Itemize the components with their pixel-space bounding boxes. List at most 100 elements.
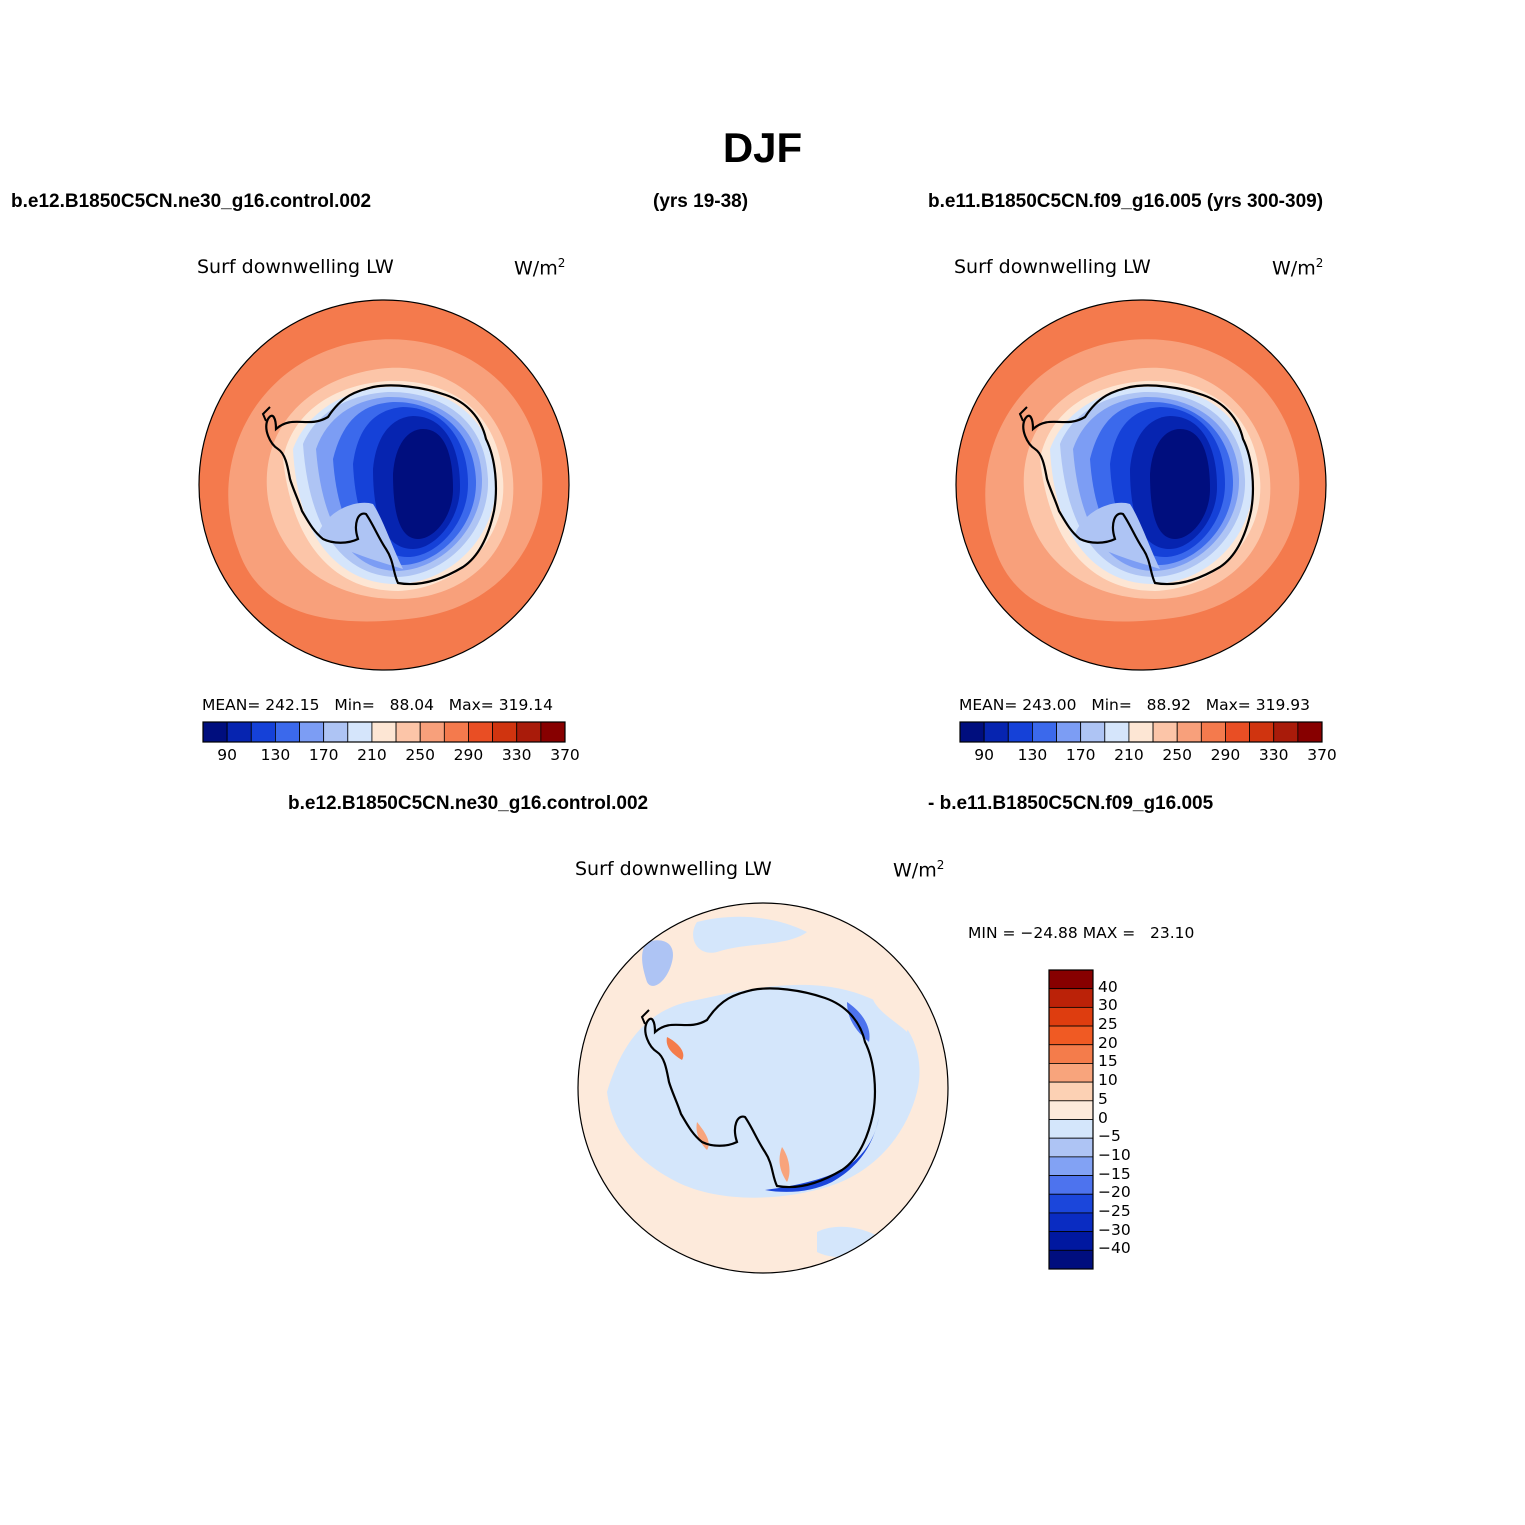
colorbar-panel1-swatch: [516, 721, 542, 743]
case-label-right: b.e11.B1850C5CN.f09_g16.005 (yrs 300-309…: [928, 191, 1324, 212]
colorbar-difference-tick-label: 40: [1098, 977, 1118, 996]
colorbar-difference-swatch: [1048, 1193, 1094, 1214]
colorbar-panel2-swatch: [1200, 721, 1226, 743]
stats-panel2: MEAN= 243.00 Min= 88.92 Max= 319.93: [959, 696, 1310, 714]
colorbar-difference-tick-label: 15: [1098, 1052, 1118, 1071]
colorbar-panel2-swatch: [1152, 721, 1178, 743]
colorbar-panel1-swatch: [371, 721, 397, 743]
colorbar-panel2-tick-label: 210: [1114, 746, 1144, 764]
colorbar-panel1-swatch: [492, 721, 518, 743]
colorbar-difference-swatch: [1048, 1063, 1094, 1083]
colorbar-panel2-tick-label: 370: [1307, 746, 1337, 764]
years-label-left: (yrs 19-38): [653, 191, 749, 212]
colorbar-panel1-swatch: [275, 721, 300, 743]
colorbar-panel1: [202, 721, 566, 743]
colorbar-panel2-tick-label: 90: [974, 746, 994, 764]
colorbar-panel2-swatch: [1007, 721, 1033, 743]
colorbar-difference-tick-label: 5: [1098, 1089, 1108, 1108]
colorbar-difference-swatch: [1048, 1100, 1094, 1120]
colorbar-panel1-tick-label: 250: [405, 746, 435, 764]
colorbar-panel2-swatch: [1249, 721, 1275, 743]
variable-label-panel1: Surf downwelling LW: [197, 256, 394, 278]
colorbar-panel1-swatch: [443, 721, 469, 743]
case-label-left: b.e12.B1850C5CN.ne30_g16.control.002: [11, 191, 372, 212]
colorbar-difference-swatch: [1048, 1231, 1094, 1251]
colorbar-panel2-swatch: [959, 721, 985, 743]
colorbar-panel1-swatch: [226, 721, 252, 743]
units-label-panel2: W/m2: [1272, 256, 1324, 280]
map-difference: [577, 902, 949, 1274]
colorbar-panel2-tick-label: 250: [1162, 746, 1192, 764]
colorbar-panel2-swatch: [1056, 721, 1082, 743]
colorbar-panel1-swatch: [540, 721, 566, 743]
colorbar-ticks-panel1: 90 130 170 210 250 290 330 370: [203, 746, 580, 768]
colorbar-difference-tick-label: 25: [1098, 1015, 1118, 1034]
colorbar-difference-tick-label: −15: [1098, 1164, 1131, 1183]
colorbar-difference-swatch: [1048, 1137, 1094, 1158]
variable-label-diff: Surf downwelling LW: [575, 858, 772, 880]
colorbar-panel1-swatch: [395, 721, 421, 743]
colorbar-panel1-tick-label: 330: [501, 746, 532, 764]
colorbar-difference-tick-label: −5: [1098, 1127, 1121, 1146]
diff-case-label-a: b.e12.B1850C5CN.ne30_g16.control.002: [288, 793, 649, 814]
units-label-diff: W/m2: [893, 858, 945, 882]
colorbar-difference-tick-label: 10: [1098, 1071, 1118, 1090]
colorbar-panel1-tick-label: 370: [550, 746, 580, 764]
colorbar-panel1-tick-label: 170: [308, 746, 339, 764]
colorbar-panel1-tick-label: 130: [260, 746, 291, 764]
colorbar-panel2-tick-label: 290: [1210, 746, 1241, 764]
colorbar-panel1-swatch: [250, 721, 276, 743]
colorbar-difference-tick-label: −25: [1098, 1201, 1131, 1220]
colorbar-difference-swatch: [1048, 1025, 1094, 1046]
colorbar-difference-tick-label: 0: [1098, 1108, 1108, 1127]
colorbar-panel1-swatch: [468, 721, 494, 743]
stats-panel1: MEAN= 242.15 Min= 88.04 Max= 319.14: [202, 696, 553, 714]
colorbar-panel2-swatch: [1128, 721, 1154, 743]
colorbar-difference-swatch: [1048, 1044, 1094, 1064]
colorbar-panel1-swatch: [347, 721, 373, 743]
colorbar-difference-swatch: [1048, 1006, 1094, 1027]
units-label-panel1: W/m2: [514, 256, 566, 280]
colorbar-difference-tick-label: −10: [1098, 1145, 1131, 1164]
colorbar-panel1-swatch: [419, 721, 445, 743]
stats-difference: MIN = −24.88 MAX = 23.10: [968, 924, 1195, 942]
colorbar-panel1-tick-label: 290: [453, 746, 484, 764]
colorbar-difference-tick-label: −30: [1098, 1220, 1131, 1239]
colorbar-panel1-swatch: [299, 721, 325, 743]
colorbar-panel2-swatch: [1297, 721, 1323, 743]
colorbar-difference-swatch: [1048, 969, 1094, 990]
map-panel1: [198, 299, 570, 671]
colorbar-ticks-difference: 40 30 25 20 15 10 5 0 −5 −10 −15 −20 −25 −30 −40: [1098, 970, 1158, 1269]
diff-case-label-b: - b.e11.B1850C5CN.f09_g16.005: [928, 793, 1214, 814]
colorbar-difference-swatch: [1048, 1081, 1094, 1102]
colorbar-panel2-tick-label: 330: [1258, 746, 1289, 764]
colorbar-difference: [1048, 969, 1094, 1270]
page-title: DJF: [722, 124, 803, 171]
colorbar-difference-swatch: [1048, 1212, 1094, 1233]
colorbar-difference-tick-label: −20: [1098, 1183, 1131, 1202]
colorbar-difference-tick-label: 30: [1098, 996, 1118, 1015]
colorbar-difference-tick-label: 20: [1098, 1033, 1118, 1052]
colorbar-panel1-swatch: [202, 721, 228, 743]
colorbar-panel2-swatch: [1104, 721, 1130, 743]
colorbar-panel2-swatch: [1273, 721, 1299, 743]
colorbar-difference-swatch: [1048, 1175, 1094, 1195]
colorbar-panel2-swatch: [983, 721, 1009, 743]
variable-label-panel2: Surf downwelling LW: [954, 256, 1151, 278]
colorbar-difference-tick-label: −40: [1098, 1239, 1131, 1258]
colorbar-difference-swatch: [1048, 1156, 1094, 1176]
colorbar-panel2-swatch: [1080, 721, 1106, 743]
colorbar-panel2-tick-label: 170: [1065, 746, 1096, 764]
colorbar-panel2: [959, 721, 1323, 743]
map-panel2: [955, 299, 1327, 671]
colorbar-panel1-tick-label: 210: [357, 746, 387, 764]
colorbar-panel1-tick-label: 90: [217, 746, 237, 764]
colorbar-ticks-panel2: 90 130 170 210 250 290 330 370: [960, 746, 1337, 768]
colorbar-difference-swatch: [1048, 1119, 1094, 1139]
colorbar-panel2-swatch: [1032, 721, 1057, 743]
colorbar-panel1-swatch: [323, 721, 349, 743]
colorbar-panel2-swatch: [1176, 721, 1202, 743]
colorbar-panel2-tick-label: 130: [1017, 746, 1048, 764]
colorbar-difference-swatch: [1048, 1249, 1094, 1270]
colorbar-difference-swatch: [1048, 988, 1094, 1008]
